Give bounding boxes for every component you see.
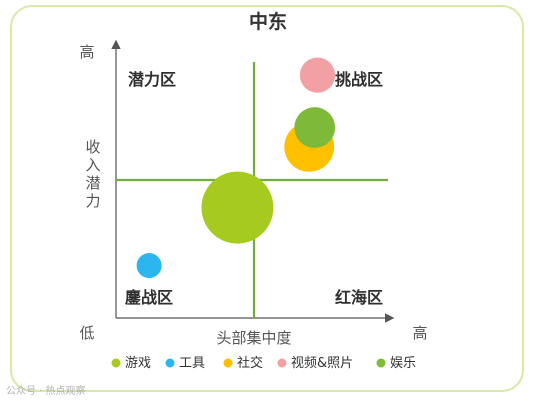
x-axis-low-label: 低	[79, 324, 94, 342]
quadrant-label-top-left: 潜力区	[128, 70, 176, 89]
y-axis-title-char: 潜	[85, 174, 100, 192]
y-axis-high-label: 高	[79, 43, 94, 61]
bubble-2[interactable]	[136, 253, 162, 279]
legend-swatch	[111, 358, 121, 368]
watermark: 公众号 · 热点观察	[6, 386, 86, 397]
x-axis-title: 头部集中度	[216, 329, 291, 347]
y-axis-title-char: 入	[85, 156, 100, 174]
bubble-1[interactable]	[201, 171, 274, 244]
legend-swatch	[277, 358, 287, 368]
legend-swatch	[223, 358, 233, 368]
x-axis-high-label: 高	[412, 324, 427, 342]
quadrant-label-bottom-right: 红海区	[335, 288, 383, 307]
quadrant-label-bottom-left: 鏖战区	[125, 288, 173, 307]
legend-label: 娱乐	[390, 356, 416, 371]
bubble-5[interactable]	[294, 107, 336, 148]
bubble-4[interactable]	[299, 57, 336, 93]
chart-title: 中东	[249, 10, 287, 33]
legend-label: 社交	[237, 355, 263, 371]
legend-swatch	[376, 358, 386, 368]
y-axis-title-char: 力	[85, 192, 100, 210]
legend-label: 游戏	[125, 356, 151, 371]
quadrant-label-top-right: 挑战区	[335, 70, 383, 89]
legend-label: 视频&照片	[291, 356, 353, 371]
legend-label: 工具	[179, 356, 205, 371]
y-axis-title-char: 收	[85, 138, 100, 156]
legend-swatch	[165, 358, 175, 368]
